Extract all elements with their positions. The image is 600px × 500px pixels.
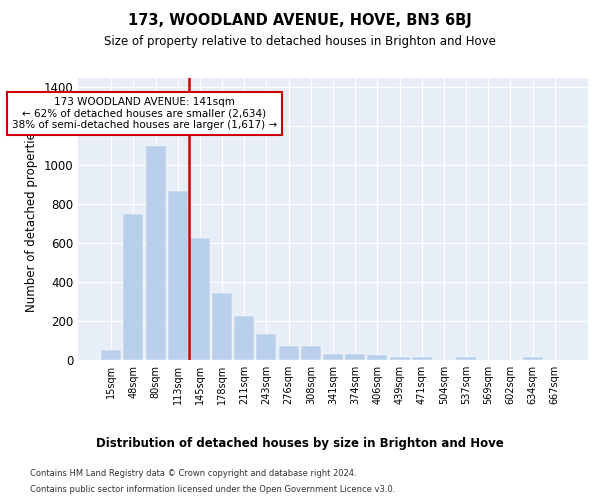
Bar — [190, 238, 210, 360]
Bar — [367, 355, 388, 360]
Bar — [146, 146, 166, 360]
Text: Contains public sector information licensed under the Open Government Licence v3: Contains public sector information licen… — [30, 485, 395, 494]
Bar — [101, 350, 121, 360]
Bar — [345, 354, 365, 360]
Bar — [412, 357, 432, 360]
Bar — [234, 316, 254, 360]
Text: Contains HM Land Registry data © Crown copyright and database right 2024.: Contains HM Land Registry data © Crown c… — [30, 468, 356, 477]
Text: Distribution of detached houses by size in Brighton and Hove: Distribution of detached houses by size … — [96, 438, 504, 450]
Text: Size of property relative to detached houses in Brighton and Hove: Size of property relative to detached ho… — [104, 35, 496, 48]
Bar — [278, 346, 299, 360]
Bar — [256, 334, 277, 360]
Bar — [301, 346, 321, 360]
Bar — [456, 357, 476, 360]
Bar — [168, 190, 188, 360]
Bar — [323, 354, 343, 360]
Bar — [523, 357, 542, 360]
Y-axis label: Number of detached properties: Number of detached properties — [25, 126, 38, 312]
Bar — [124, 214, 143, 360]
Text: 173, WOODLAND AVENUE, HOVE, BN3 6BJ: 173, WOODLAND AVENUE, HOVE, BN3 6BJ — [128, 12, 472, 28]
Bar — [212, 293, 232, 360]
Bar — [389, 357, 410, 360]
Text: 173 WOODLAND AVENUE: 141sqm
← 62% of detached houses are smaller (2,634)
38% of : 173 WOODLAND AVENUE: 141sqm ← 62% of det… — [12, 97, 277, 130]
